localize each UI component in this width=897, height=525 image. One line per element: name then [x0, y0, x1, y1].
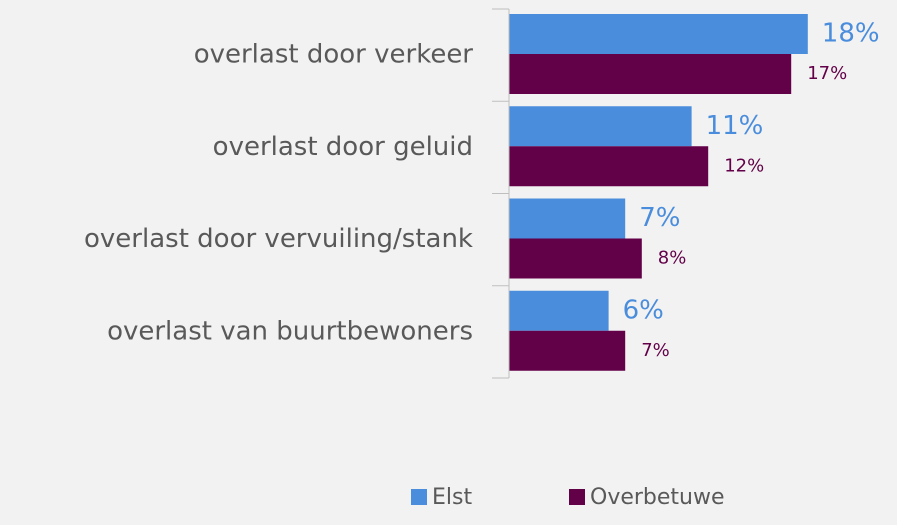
category-label: overlast door verkeer: [194, 40, 474, 70]
value-label: 8%: [658, 248, 687, 269]
category-label: overlast van buurtbewoners: [107, 316, 473, 346]
bar: [509, 238, 642, 279]
bar: [509, 14, 808, 54]
legend-label: Overbetuwe: [590, 485, 725, 510]
value-label: 17%: [807, 63, 847, 84]
bar: [509, 330, 626, 371]
bar: [509, 198, 626, 239]
value-label: 12%: [724, 155, 764, 176]
value-label: 18%: [822, 19, 880, 49]
legend-label: Elst: [432, 485, 472, 510]
bar: [509, 290, 609, 331]
value-label: 6%: [623, 295, 664, 325]
value-label: 7%: [639, 203, 680, 233]
category-label: overlast door geluid: [213, 132, 473, 162]
legend-swatch: [411, 489, 427, 505]
bar: [509, 54, 792, 94]
value-label: 11%: [706, 111, 764, 141]
legend-swatch: [569, 489, 585, 505]
bar: [509, 106, 692, 147]
value-label: 7%: [641, 340, 670, 361]
category-label: overlast door vervuiling/stank: [84, 224, 473, 254]
bar: [509, 146, 709, 187]
